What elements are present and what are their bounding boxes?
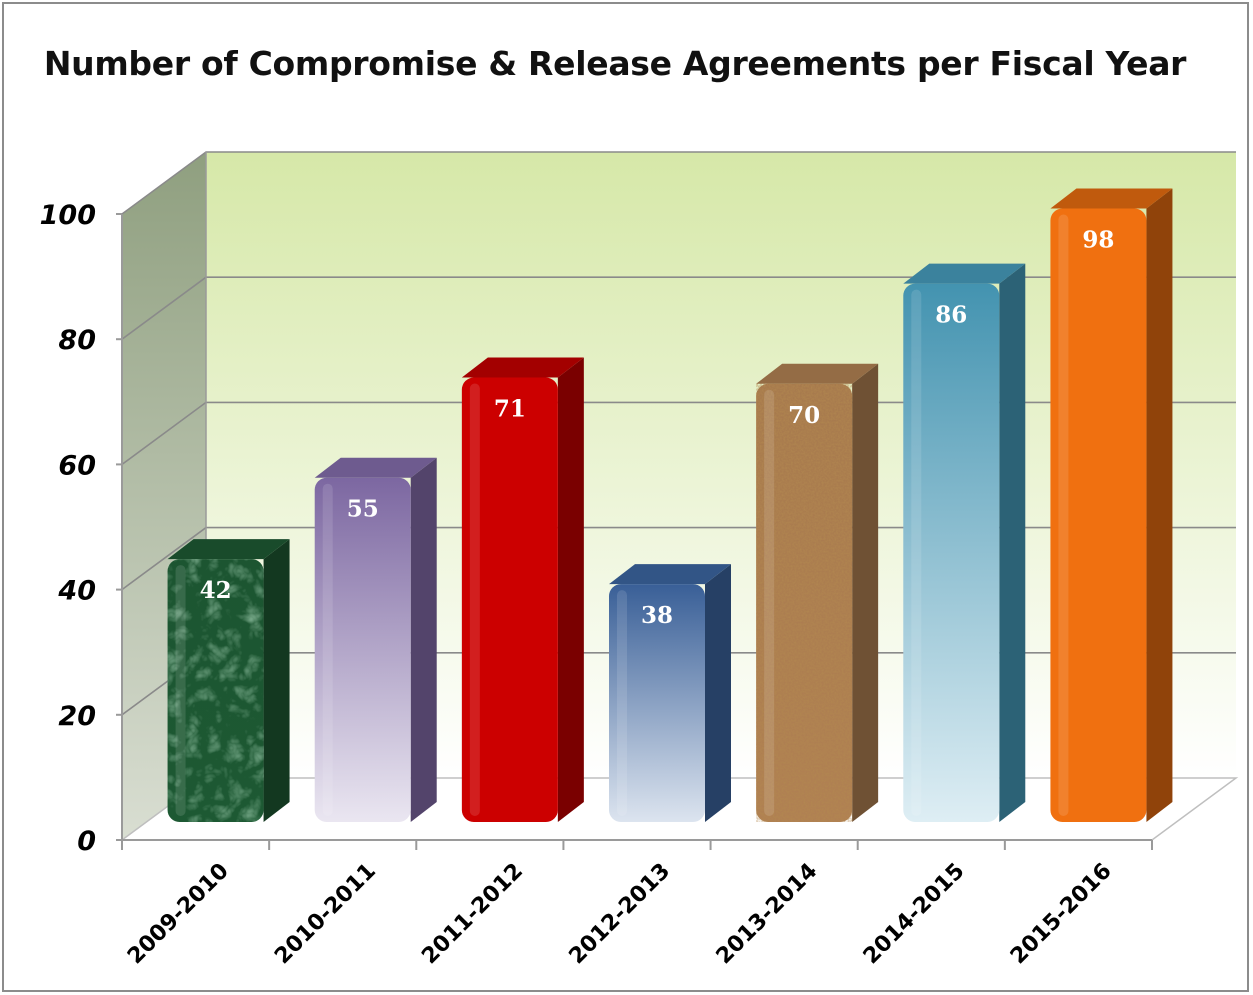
x-tick-label: 2011-2012 <box>417 859 528 970</box>
bar-front <box>314 477 411 822</box>
bar-side <box>557 357 584 822</box>
chart-title: Number of Compromise & Release Agreement… <box>43 44 1187 83</box>
bar-side <box>263 539 290 822</box>
bar: 98 <box>1050 188 1173 822</box>
bar-top <box>314 457 437 478</box>
bar-top <box>903 263 1026 284</box>
bar-data-label: 71 <box>494 396 526 423</box>
bar-data-label: 42 <box>200 577 232 604</box>
bar-front <box>609 584 705 822</box>
bar-side <box>999 263 1026 822</box>
bar-top <box>1050 188 1173 209</box>
bar-side <box>852 363 879 822</box>
bar-data-label: 86 <box>935 302 967 329</box>
bar-top <box>609 564 731 585</box>
y-tick-label: 20 <box>58 701 96 732</box>
bar-highlight <box>469 383 480 816</box>
chart-plot: 0 20 40 60 80 100 2009-2010 2010-2011 2011-2012 2… <box>40 151 1239 970</box>
bar: 55 <box>314 457 437 822</box>
y-tick-label: 60 <box>58 450 96 481</box>
x-tick-label: 2009-2010 <box>123 859 234 970</box>
x-tick-label: 2015-2016 <box>1006 859 1117 970</box>
y-tick-label: 40 <box>57 576 96 607</box>
bar-highlight <box>1058 214 1069 816</box>
bar-front <box>1050 208 1147 822</box>
bar-front <box>461 377 558 822</box>
bar-highlight <box>764 389 775 816</box>
bar-side <box>1146 188 1173 822</box>
bar-highlight <box>322 483 333 816</box>
bar-top <box>756 363 879 384</box>
x-tick-label: 2012-2013 <box>565 859 676 970</box>
y-tick-label: 80 <box>58 325 96 356</box>
bar-data-label: 98 <box>1082 227 1114 254</box>
bar-data-label: 70 <box>788 402 820 429</box>
x-tick-label: 2014-2015 <box>859 859 970 970</box>
bar: 86 <box>903 263 1026 822</box>
y-tick-label: 0 <box>77 826 96 857</box>
bar-top <box>461 357 584 378</box>
bar-texture <box>167 559 264 822</box>
bar: 38 <box>609 564 731 822</box>
bar: 71 <box>461 357 584 822</box>
x-tick-label: 2010-2011 <box>270 859 381 970</box>
x-tick-label: 2013-2014 <box>712 859 823 970</box>
bar-highlight <box>911 289 922 816</box>
bar: 70 <box>756 363 879 822</box>
bar-data-label: 38 <box>641 602 673 629</box>
bar-highlight <box>175 565 186 816</box>
bar: 42 <box>167 539 290 822</box>
bars: 42 55 71 38 70 86 98 <box>167 188 1173 822</box>
bar-texture <box>756 383 853 822</box>
bar-data-label: 55 <box>347 496 379 523</box>
bar-highlight <box>617 590 627 816</box>
bar-front <box>903 283 1000 822</box>
bar-top <box>167 539 290 560</box>
bar-side <box>705 564 731 822</box>
y-tick-label: 100 <box>40 200 96 231</box>
bar-side <box>410 457 437 822</box>
gridlines <box>121 151 1236 778</box>
